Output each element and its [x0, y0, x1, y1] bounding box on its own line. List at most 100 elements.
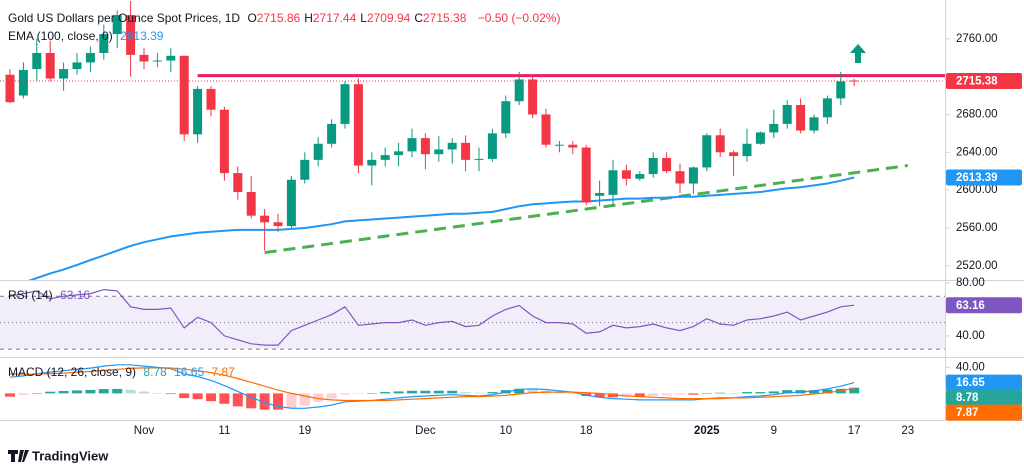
x-tick-label: 11: [218, 425, 230, 437]
candle-body: [528, 79, 538, 115]
signal-line: [9, 367, 855, 402]
rsi-value: 63.16: [60, 288, 91, 302]
price-tag: [946, 404, 1022, 421]
ema-value: 2613.39: [120, 29, 164, 43]
macd-title: MACD (12, 26, close, 9): [8, 365, 137, 379]
macd-histogram-bar: [715, 392, 726, 394]
macd-histogram-bar: [139, 391, 149, 394]
y-tick-label: 40.00: [956, 330, 985, 342]
axes: 2760.00 2680.00 2640.00 2600.00 2560.00 2520.…: [0, 0, 1024, 437]
candle-body: [112, 15, 122, 35]
candle-body: [327, 123, 337, 144]
candle-body: [18, 70, 28, 96]
ohlc-label: C: [414, 11, 423, 25]
price-tag: [946, 297, 1022, 314]
candle-body: [206, 88, 216, 110]
macd-histogram-bar: [567, 393, 578, 394]
macd-histogram-bar: [514, 388, 525, 394]
candle-body: [193, 88, 203, 135]
candle-body: [675, 171, 685, 184]
candle-body: [340, 84, 350, 124]
ohlc-value: 2709.94: [366, 11, 411, 25]
ohlc-value: 2715.38: [423, 11, 467, 25]
macd-value: 16.65: [174, 365, 205, 379]
macd-histogram-bar: [701, 393, 712, 394]
candle-body: [85, 52, 95, 63]
macd-histogram-bar: [152, 392, 163, 394]
macd-histogram-bar: [326, 393, 337, 399]
macd-histogram-bar: [179, 393, 190, 399]
up-arrow: [850, 44, 866, 63]
price-tag-label: 7.87: [956, 407, 978, 419]
price-tag-label: 16.65: [956, 377, 985, 389]
macd-histogram-bar: [98, 389, 109, 394]
x-tick-label: 23: [901, 425, 914, 437]
candle-body: [353, 84, 363, 166]
candle-body: [300, 159, 310, 180]
y-tick-label: 2760.00: [956, 33, 998, 45]
change: −0.50 (−0.02%): [477, 11, 561, 25]
candle-body: [849, 80, 859, 82]
macd-panel: [5, 364, 860, 410]
candle-body: [233, 173, 243, 193]
macd-histogram-bar: [45, 391, 56, 394]
macd-histogram-bar: [822, 389, 833, 394]
candle-body: [152, 60, 162, 62]
ohlc-value: 2717.44: [312, 11, 357, 25]
y-tick-label: 2520.00: [956, 260, 998, 272]
candle-body: [796, 105, 806, 131]
macd-legend: MACD (12, 26, close, 9) 8.78 16.65 7.87: [8, 365, 239, 379]
y-tick-label: 2600.00: [956, 184, 998, 196]
macd-histogram-bar: [72, 390, 82, 394]
candle-body: [260, 215, 270, 223]
price-panel: [0, 0, 945, 280]
candle-body: [662, 157, 672, 172]
price-tag-label: 2613.39: [956, 172, 998, 184]
macd-histogram-bar: [433, 390, 444, 394]
macd-histogram-bar: [232, 393, 243, 407]
macd-histogram-bar: [5, 393, 15, 397]
price-tag: [946, 389, 1022, 406]
candle-body: [715, 135, 725, 153]
macd-histogram-bar: [447, 390, 458, 394]
candle-body: [72, 62, 82, 70]
candle-body: [474, 158, 484, 160]
candle-body: [554, 144, 564, 146]
macd-histogram-bar: [581, 393, 592, 396]
macd-histogram-bar: [768, 391, 779, 394]
x-tick-label: 10: [499, 425, 512, 437]
candle-body: [782, 105, 792, 124]
macd-histogram-bar: [165, 393, 176, 395]
candle-body: [595, 192, 605, 196]
macd-histogram-bar: [782, 390, 793, 394]
macd-histogram-bar: [661, 393, 672, 396]
macd-histogram-bar: [809, 390, 819, 394]
candle-body: [729, 152, 739, 157]
candle-body: [447, 142, 457, 150]
candle-body: [648, 157, 658, 175]
price-tag-label: 2715.38: [956, 76, 998, 88]
rsi-title: RSI (14): [8, 288, 53, 302]
x-tick-label: 9: [771, 425, 777, 437]
candle-body: [635, 174, 645, 179]
y-tick-label: 2560.00: [956, 222, 998, 234]
candle-body: [581, 147, 591, 203]
macd-histogram-bar: [460, 392, 471, 394]
macd-histogram-bar: [675, 393, 685, 395]
price-tag: [946, 72, 1022, 89]
price-tag-label: 63.16: [956, 300, 985, 312]
x-tick-label: 18: [580, 425, 593, 437]
ema-name: EMA (100, close, 0): [8, 29, 113, 43]
x-tick-label: Nov: [134, 425, 155, 437]
macd-histogram-bar: [621, 393, 632, 397]
candle-body: [822, 98, 832, 118]
candle-body: [541, 114, 551, 145]
price-legend: Gold US Dollars per Ounce Spot Prices, 1…: [8, 11, 564, 25]
ohlc-value: 2715.86: [256, 11, 301, 25]
candle-body: [246, 192, 256, 216]
rsi-panel: [0, 288, 945, 350]
logo: [8, 450, 29, 462]
macd-histogram-bar: [85, 389, 96, 394]
x-tick-label: 17: [848, 425, 861, 437]
y-tick-label: 2680.00: [956, 108, 998, 120]
